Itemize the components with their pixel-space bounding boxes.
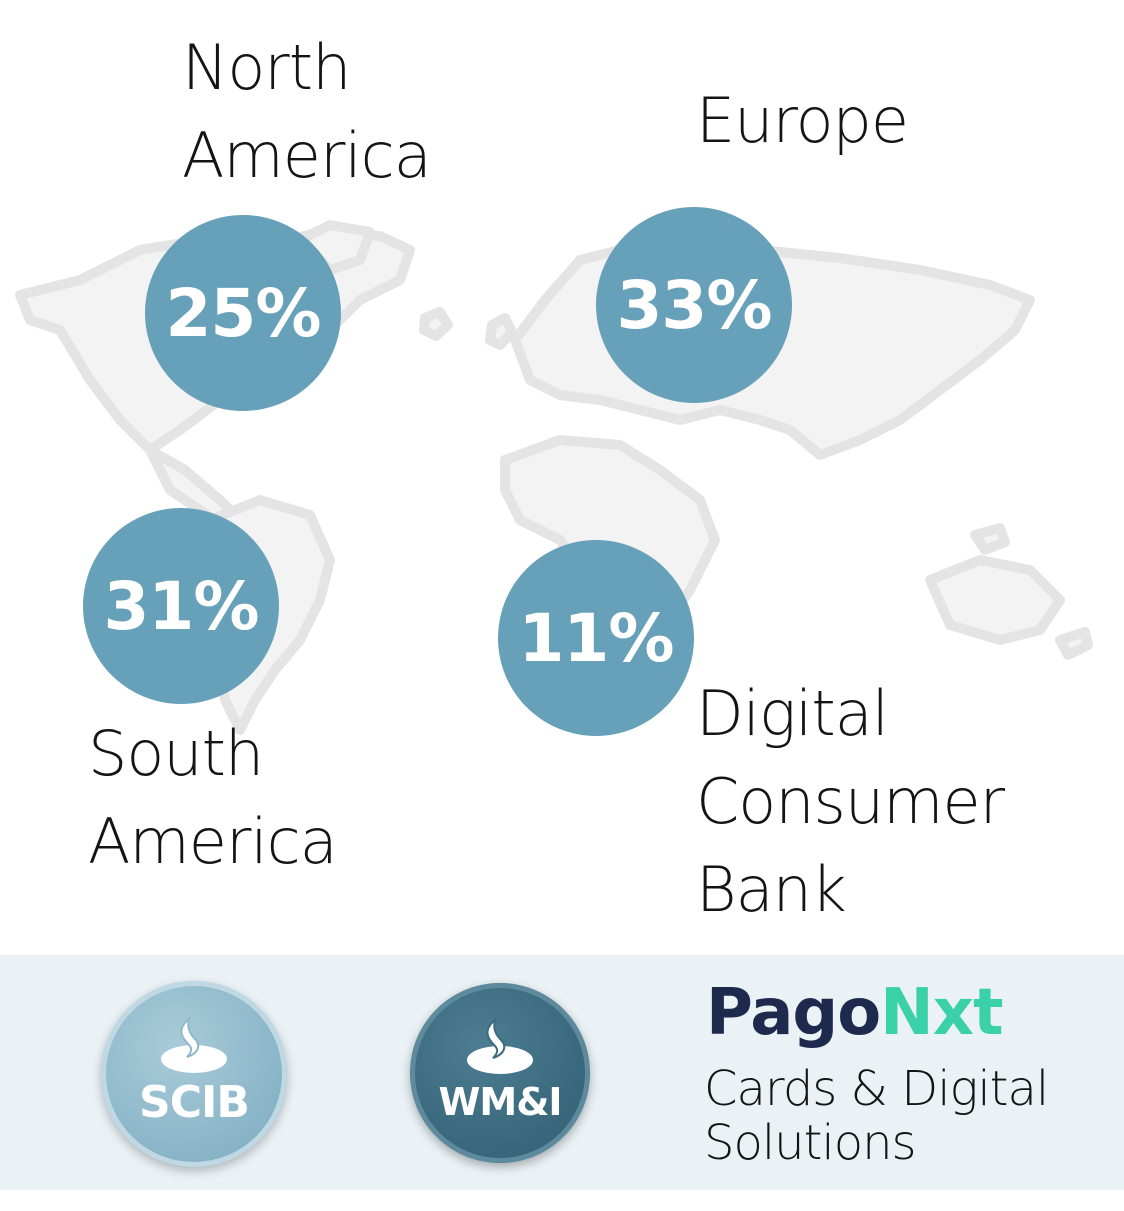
pagonxt-subtitle: Cards & Digital Solutions	[704, 1061, 1049, 1171]
percentage-bubble-south-america: 31%	[83, 508, 279, 704]
percentage-bubble-digital-consumer-bank: 11%	[498, 540, 694, 736]
wmi-label: WM&I	[438, 1080, 562, 1124]
santander-flame-icon	[467, 1017, 533, 1074]
australia-shape	[925, 555, 1065, 645]
percentage-value: 33%	[616, 266, 773, 344]
percentage-bubble-north-america: 25%	[145, 215, 341, 411]
region-label-digital-consumer-bank: Digital Consumer Bank	[696, 677, 1005, 926]
wmi-badge: WM&I	[410, 983, 590, 1163]
santander-flame-icon	[161, 1015, 227, 1073]
island-shape	[970, 523, 1010, 555]
pagonxt-logo-part2: Nxt	[880, 976, 1003, 1050]
island-shape	[485, 313, 517, 350]
scib-badge: SCIB	[101, 981, 287, 1167]
percentage-bubble-europe: 33%	[596, 207, 792, 403]
region-label-south-america: South America	[88, 717, 338, 878]
scib-label: SCIB	[139, 1076, 250, 1128]
percentage-value: 11%	[518, 599, 675, 677]
region-label-north-america: North America	[182, 31, 432, 192]
percentage-value: 31%	[103, 567, 260, 645]
island-shape	[1055, 627, 1093, 660]
island-shape	[419, 307, 453, 341]
pagonxt-logo: PagoNxt	[706, 976, 1004, 1050]
percentage-value: 25%	[165, 274, 322, 352]
pagonxt-logo-part1: Pago	[706, 976, 881, 1050]
region-label-europe: Europe	[696, 84, 909, 157]
